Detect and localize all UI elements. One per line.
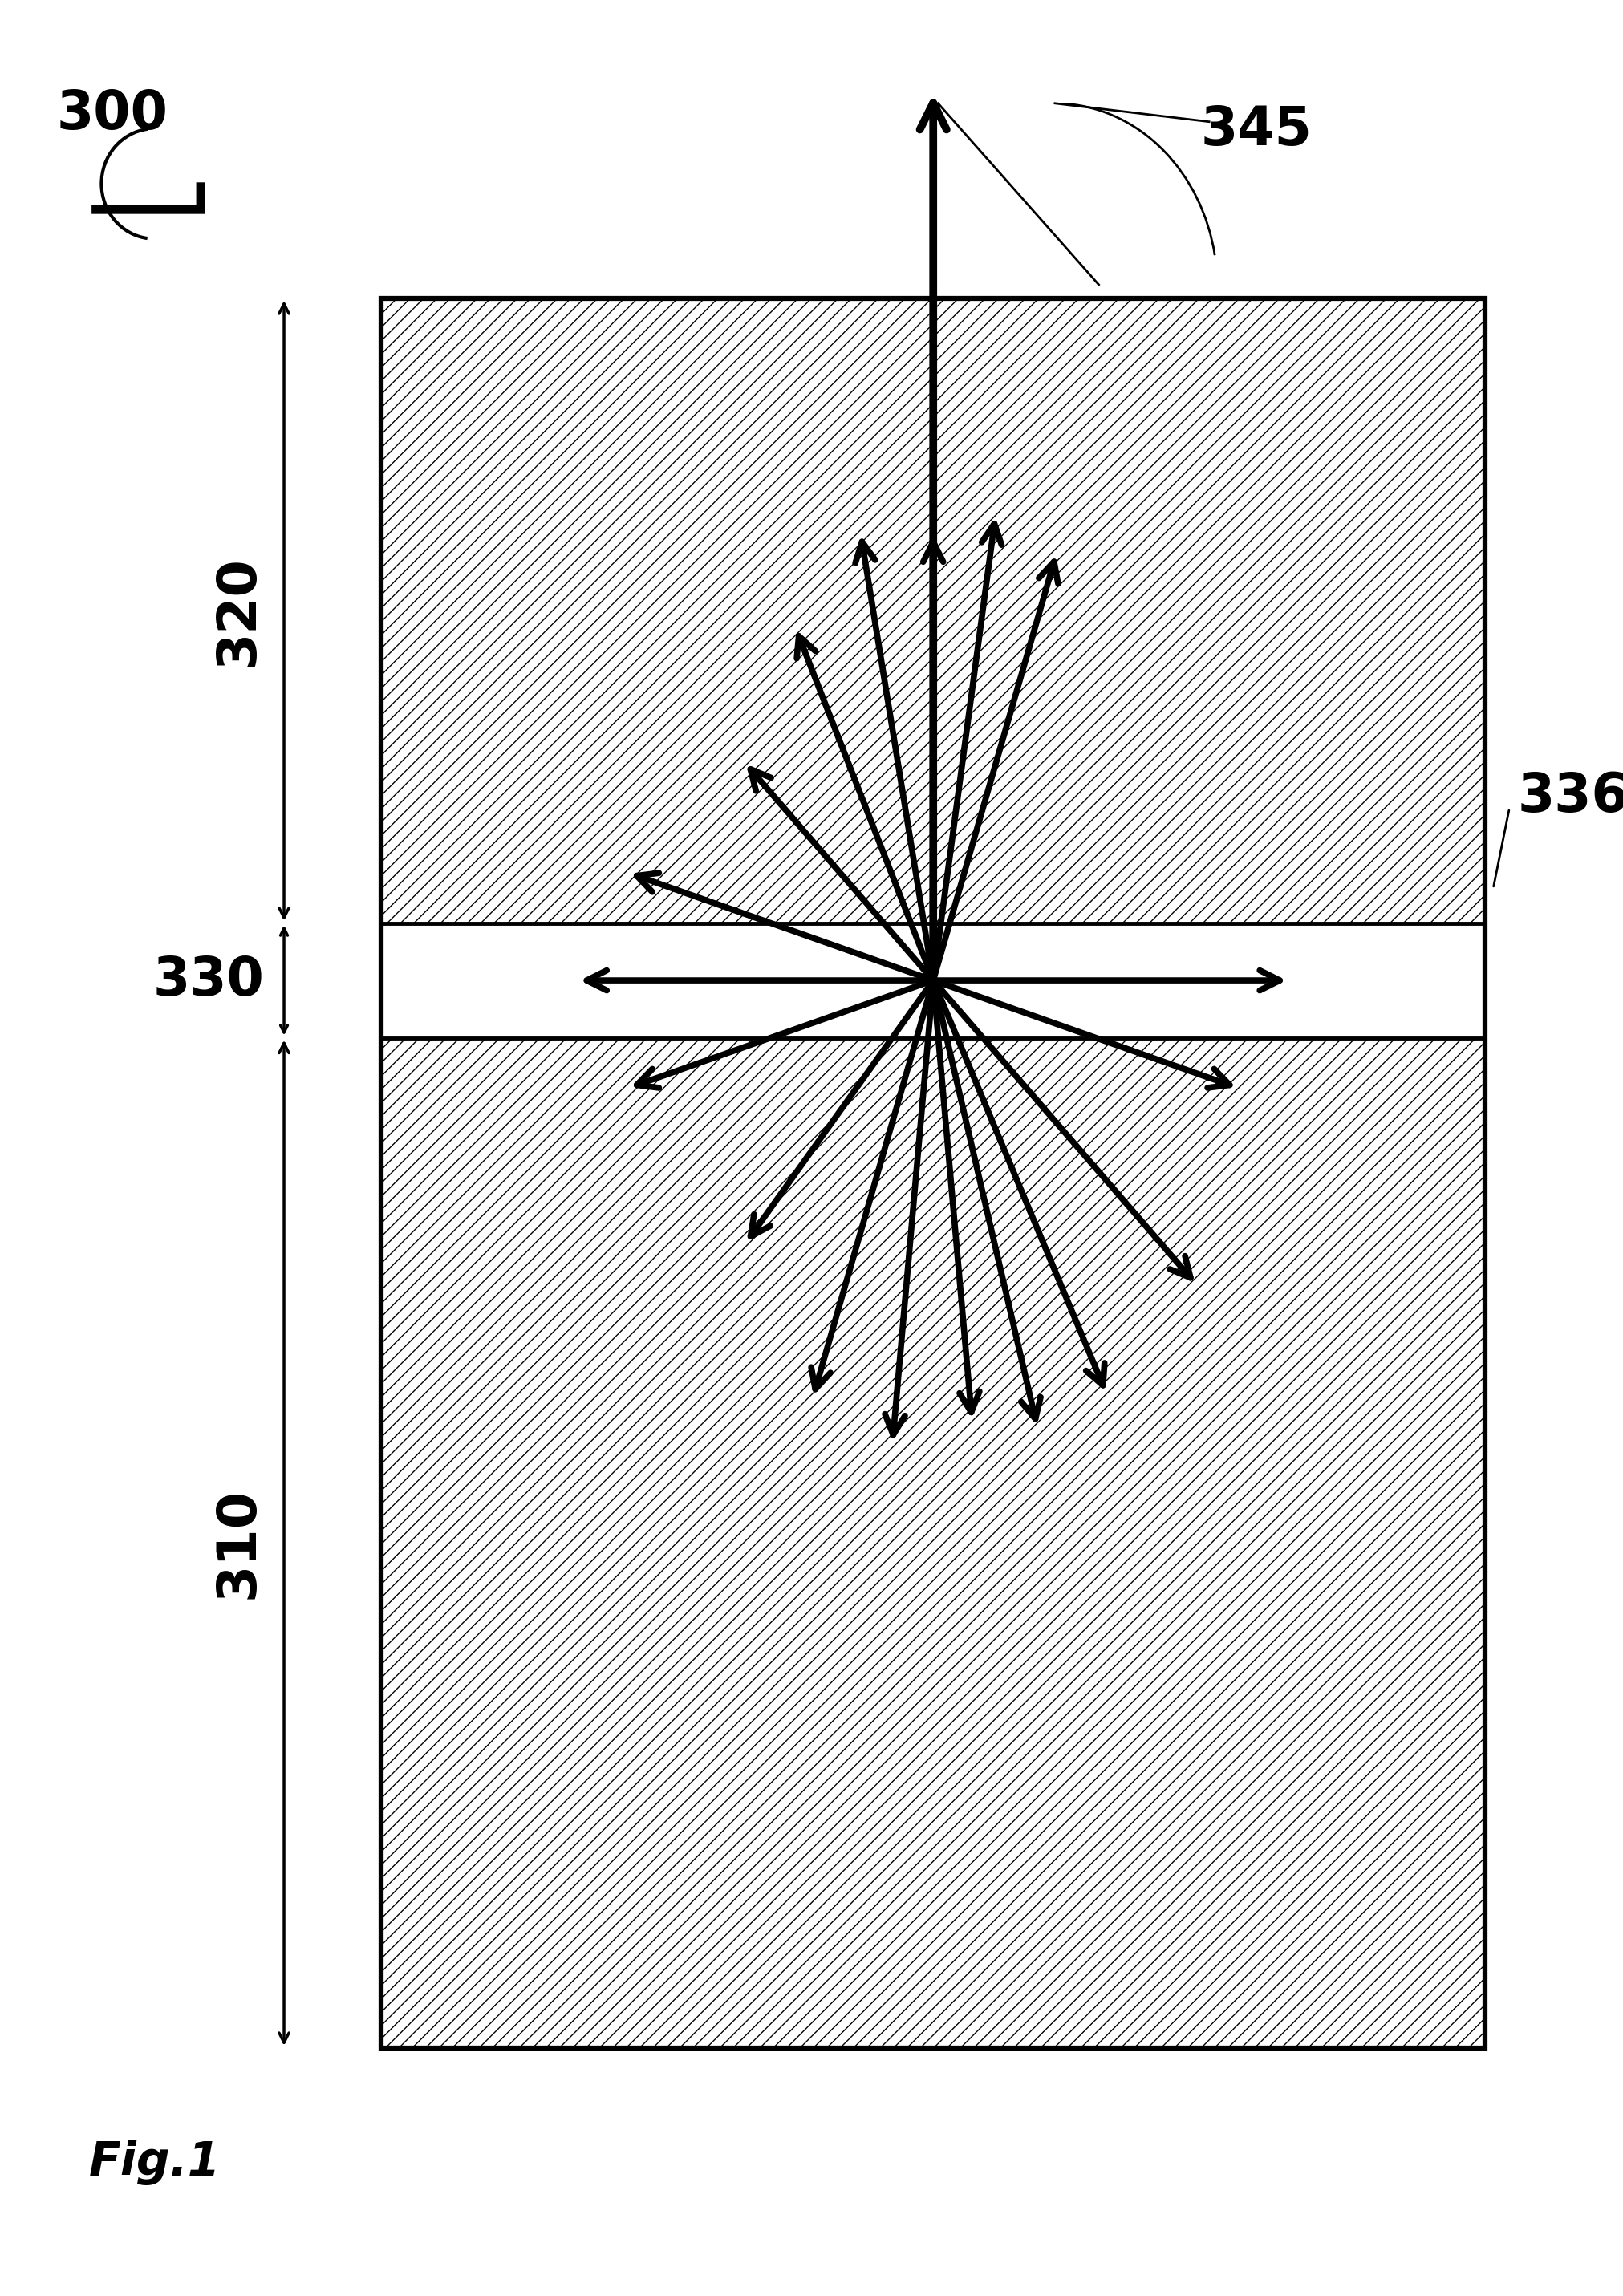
Text: 330: 330 bbox=[153, 953, 265, 1008]
Bar bbox=[381, 1038, 1485, 2048]
Bar bbox=[381, 923, 1485, 1038]
Text: ⎣: ⎣ bbox=[84, 165, 198, 214]
Bar bbox=[381, 298, 1485, 2048]
Text: 300: 300 bbox=[57, 87, 169, 140]
Text: 310: 310 bbox=[211, 1488, 265, 1598]
Text: 336: 336 bbox=[1518, 769, 1623, 824]
Text: 345: 345 bbox=[1201, 103, 1313, 156]
Bar bbox=[381, 298, 1485, 923]
Text: Fig.1: Fig.1 bbox=[89, 2140, 221, 2186]
Text: 320: 320 bbox=[211, 556, 265, 666]
